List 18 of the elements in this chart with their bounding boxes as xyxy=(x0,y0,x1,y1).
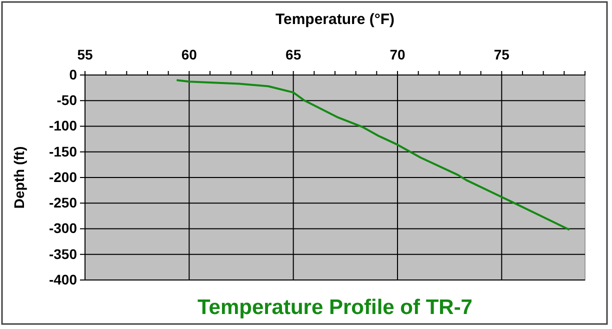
y-tick-label: -300 xyxy=(48,220,78,236)
y-tick-label: -400 xyxy=(48,271,78,288)
y-tick-label: -200 xyxy=(48,168,78,185)
x-tick-label: 60 xyxy=(181,46,198,63)
line-series xyxy=(176,79,570,231)
y-tick-label: 0 xyxy=(69,66,78,82)
y-tick-label: -250 xyxy=(48,194,78,211)
y-tick-label: -100 xyxy=(48,118,78,134)
y-tick-label: -50 xyxy=(56,92,78,108)
x-tick-label: 65 xyxy=(286,46,302,63)
y-tick-label: -350 xyxy=(48,246,78,262)
x-tick-label: 75 xyxy=(494,46,510,63)
y-axis-title: Depth (ft) xyxy=(11,146,27,209)
x-tick-label: 55 xyxy=(77,46,93,63)
x-tick-label: 70 xyxy=(390,46,406,63)
text: Temperature Profile of TR-7 xyxy=(198,296,472,319)
x-axis-title: Temperature (°F) xyxy=(275,11,395,28)
y-tick-label: -150 xyxy=(48,143,78,160)
